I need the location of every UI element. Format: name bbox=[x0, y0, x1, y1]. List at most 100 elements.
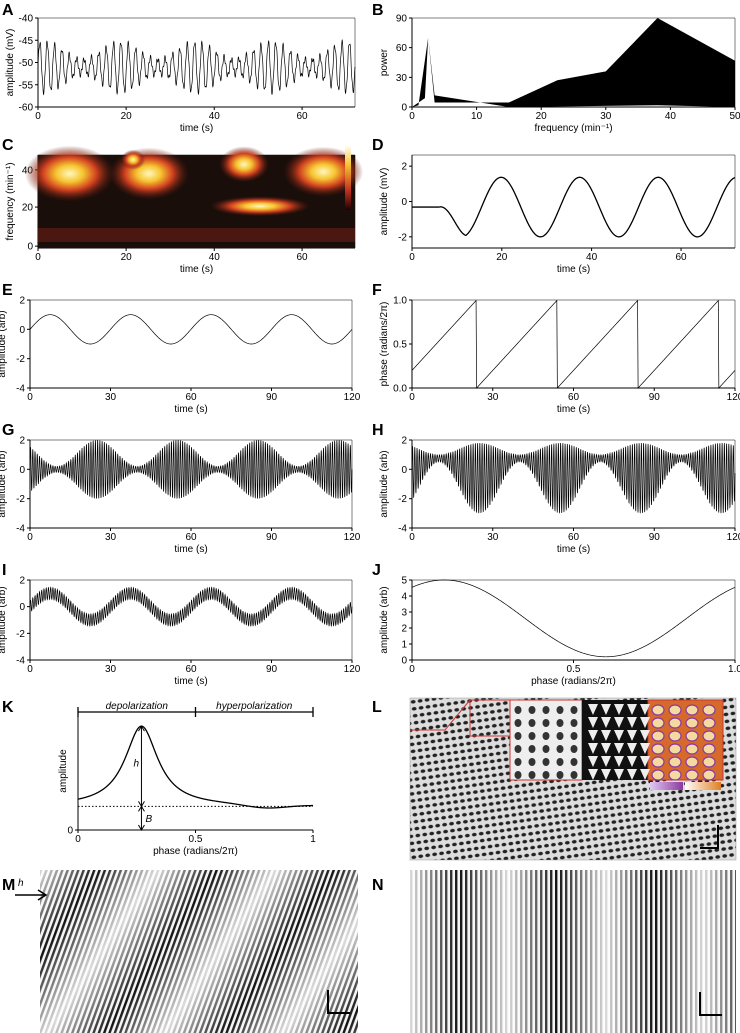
y-tick-label: 2 bbox=[19, 436, 25, 447]
x-tick-label: 30 bbox=[487, 392, 499, 403]
inset-dot bbox=[542, 745, 550, 753]
x-tick-label: 60 bbox=[568, 392, 580, 403]
x-tick-label: 60 bbox=[296, 252, 308, 263]
inset-oval bbox=[685, 743, 699, 755]
annotation: h bbox=[133, 758, 139, 769]
x-tick-label: 0 bbox=[75, 834, 81, 845]
y-tick-label: -4 bbox=[398, 524, 407, 535]
x-axis-label: time (s) bbox=[557, 264, 590, 275]
curve bbox=[29, 586, 353, 628]
x-axis-label: phase (radians/2π) bbox=[531, 676, 616, 687]
inset-tri bbox=[627, 730, 637, 741]
inset-tri bbox=[627, 717, 637, 728]
y-tick-label: 0 bbox=[27, 242, 33, 253]
heat-blob bbox=[108, 147, 189, 200]
inset-oval bbox=[651, 756, 665, 768]
x-tick-label: 40 bbox=[209, 252, 221, 263]
arrow-b bbox=[138, 805, 145, 831]
panel-letter: F bbox=[372, 282, 382, 299]
inset-dot bbox=[528, 719, 536, 727]
y-axis-label: amplitude (arb) bbox=[0, 450, 8, 517]
y-tick-label: 1 bbox=[401, 640, 407, 651]
image-n bbox=[410, 870, 736, 1033]
inset-tri bbox=[601, 717, 611, 728]
y-axis-label: amplitude (arb) bbox=[0, 310, 8, 377]
y-tick-label: 2 bbox=[401, 162, 407, 173]
inset-tri bbox=[614, 743, 624, 754]
inset-tri bbox=[601, 756, 611, 767]
x-tick-label: 0 bbox=[409, 532, 415, 543]
inset-tri bbox=[588, 704, 598, 715]
x-tick-label: 30 bbox=[487, 532, 499, 543]
x-tick-label: 30 bbox=[105, 664, 117, 675]
panel-letter: I bbox=[2, 562, 6, 579]
inset-dot bbox=[556, 732, 564, 740]
inset-oval bbox=[702, 717, 716, 729]
inset-dot bbox=[528, 771, 536, 779]
x-tick-label: 90 bbox=[649, 392, 661, 403]
y-tick-label: 2 bbox=[401, 436, 407, 447]
inset-oval bbox=[702, 743, 716, 755]
inset-dot bbox=[514, 745, 522, 753]
y-tick-label: 90 bbox=[396, 14, 408, 25]
x-tick-label: 30 bbox=[105, 532, 117, 543]
inset-oval bbox=[668, 769, 682, 781]
inset-oval bbox=[685, 717, 699, 729]
panel-letter: A bbox=[2, 2, 14, 19]
x-tick-label: 40 bbox=[586, 252, 598, 263]
colorbar bbox=[345, 145, 351, 210]
inset-dot bbox=[542, 719, 550, 727]
y-tick-label: -2 bbox=[398, 494, 407, 505]
y-tick-label: 2 bbox=[401, 624, 407, 635]
x-tick-label: 60 bbox=[185, 532, 197, 543]
inset-tri bbox=[588, 717, 598, 728]
panel-letter: J bbox=[372, 562, 381, 579]
inset-dot bbox=[542, 732, 550, 740]
inset-tri bbox=[601, 769, 611, 780]
y-tick-label: -4 bbox=[16, 384, 25, 395]
y-tick-label: 0 bbox=[401, 197, 407, 208]
panel-letter: E bbox=[2, 282, 13, 299]
inset-tri bbox=[601, 730, 611, 741]
panel-letter: G bbox=[2, 422, 14, 439]
inset-tri bbox=[640, 756, 650, 767]
x-axis-label: phase (radians/2π) bbox=[153, 846, 238, 857]
x-tick-label: 20 bbox=[121, 111, 133, 122]
panel-letter: B bbox=[372, 2, 384, 19]
inset-oval bbox=[651, 717, 665, 729]
inset-dot bbox=[570, 771, 578, 779]
y-tick-label: -60 bbox=[19, 103, 34, 114]
x-tick-label: 0 bbox=[409, 252, 415, 263]
x-tick-label: 60 bbox=[185, 392, 197, 403]
y-tick-label: 30 bbox=[396, 73, 408, 84]
x-axis-label: frequency (min⁻¹) bbox=[534, 123, 612, 134]
x-tick-label: 60 bbox=[675, 252, 687, 263]
inset-dot bbox=[514, 732, 522, 740]
inset-tri bbox=[627, 769, 637, 780]
x-tick-label: 60 bbox=[185, 664, 197, 675]
x-tick-label: 120 bbox=[344, 532, 361, 543]
x-tick-label: 30 bbox=[600, 111, 612, 122]
image-m bbox=[15, 870, 358, 1033]
inset-dot bbox=[542, 706, 550, 714]
y-tick-label: 2 bbox=[19, 576, 25, 587]
panel-letter: H bbox=[372, 422, 384, 439]
curve bbox=[412, 176, 736, 238]
x-tick-label: 0 bbox=[409, 111, 415, 122]
x-tick-label: 40 bbox=[665, 111, 677, 122]
y-axis-label: amplitude (arb) bbox=[379, 586, 390, 653]
inset-oval bbox=[651, 730, 665, 742]
x-tick-label: 120 bbox=[727, 532, 740, 543]
heat-blob bbox=[24, 145, 115, 202]
x-axis-label: time (s) bbox=[174, 404, 207, 415]
y-tick-label: 3 bbox=[401, 608, 407, 619]
inset-dot bbox=[514, 719, 522, 727]
inset-tri bbox=[614, 769, 624, 780]
inset-tri bbox=[640, 717, 650, 728]
y-tick-label: 60 bbox=[396, 43, 408, 54]
inset-dot bbox=[528, 732, 536, 740]
inset-tri bbox=[614, 717, 624, 728]
curve bbox=[411, 442, 736, 514]
y-tick-label: 0 bbox=[19, 325, 25, 336]
